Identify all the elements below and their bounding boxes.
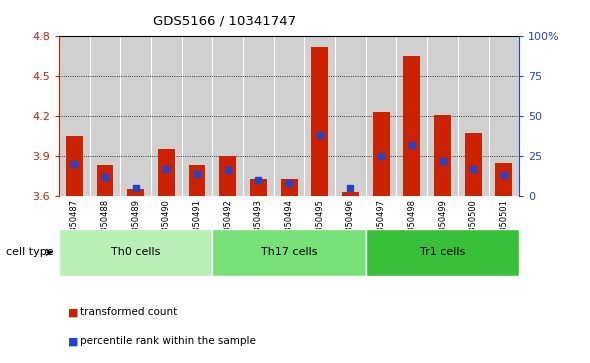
Bar	[120, 36, 151, 196]
Bar	[458, 36, 489, 196]
Bar	[250, 179, 267, 196]
Bar	[59, 229, 212, 276]
Text: Tr1 cells: Tr1 cells	[420, 247, 465, 257]
Bar	[243, 36, 274, 196]
Text: ■: ■	[68, 307, 78, 317]
Bar	[489, 36, 519, 196]
Bar	[496, 163, 512, 196]
Bar	[151, 36, 182, 196]
Bar	[212, 36, 243, 196]
Bar	[219, 156, 236, 196]
Text: GDS5166 / 10341747: GDS5166 / 10341747	[153, 15, 296, 28]
Text: transformed count: transformed count	[80, 307, 177, 317]
Bar	[342, 192, 359, 196]
Bar	[335, 36, 366, 196]
Bar	[366, 229, 519, 276]
Bar	[59, 36, 90, 196]
Text: cell type: cell type	[6, 247, 54, 257]
Bar	[304, 36, 335, 196]
Bar	[274, 36, 304, 196]
Bar	[66, 136, 83, 196]
Bar	[465, 134, 481, 196]
Bar	[396, 36, 427, 196]
Bar	[404, 56, 420, 196]
Bar	[373, 112, 389, 196]
Bar	[212, 229, 366, 276]
Bar	[434, 115, 451, 196]
Bar	[127, 189, 144, 196]
Text: percentile rank within the sample: percentile rank within the sample	[80, 336, 255, 346]
Text: Th17 cells: Th17 cells	[261, 247, 317, 257]
Bar	[366, 36, 396, 196]
Bar	[90, 36, 120, 196]
Bar	[189, 166, 205, 196]
Bar	[281, 179, 297, 196]
Bar	[158, 150, 175, 196]
Text: Th0 cells: Th0 cells	[111, 247, 160, 257]
Bar	[182, 36, 212, 196]
Bar	[97, 166, 113, 196]
Bar	[312, 47, 328, 196]
Bar	[427, 36, 458, 196]
Text: ■: ■	[68, 336, 78, 346]
